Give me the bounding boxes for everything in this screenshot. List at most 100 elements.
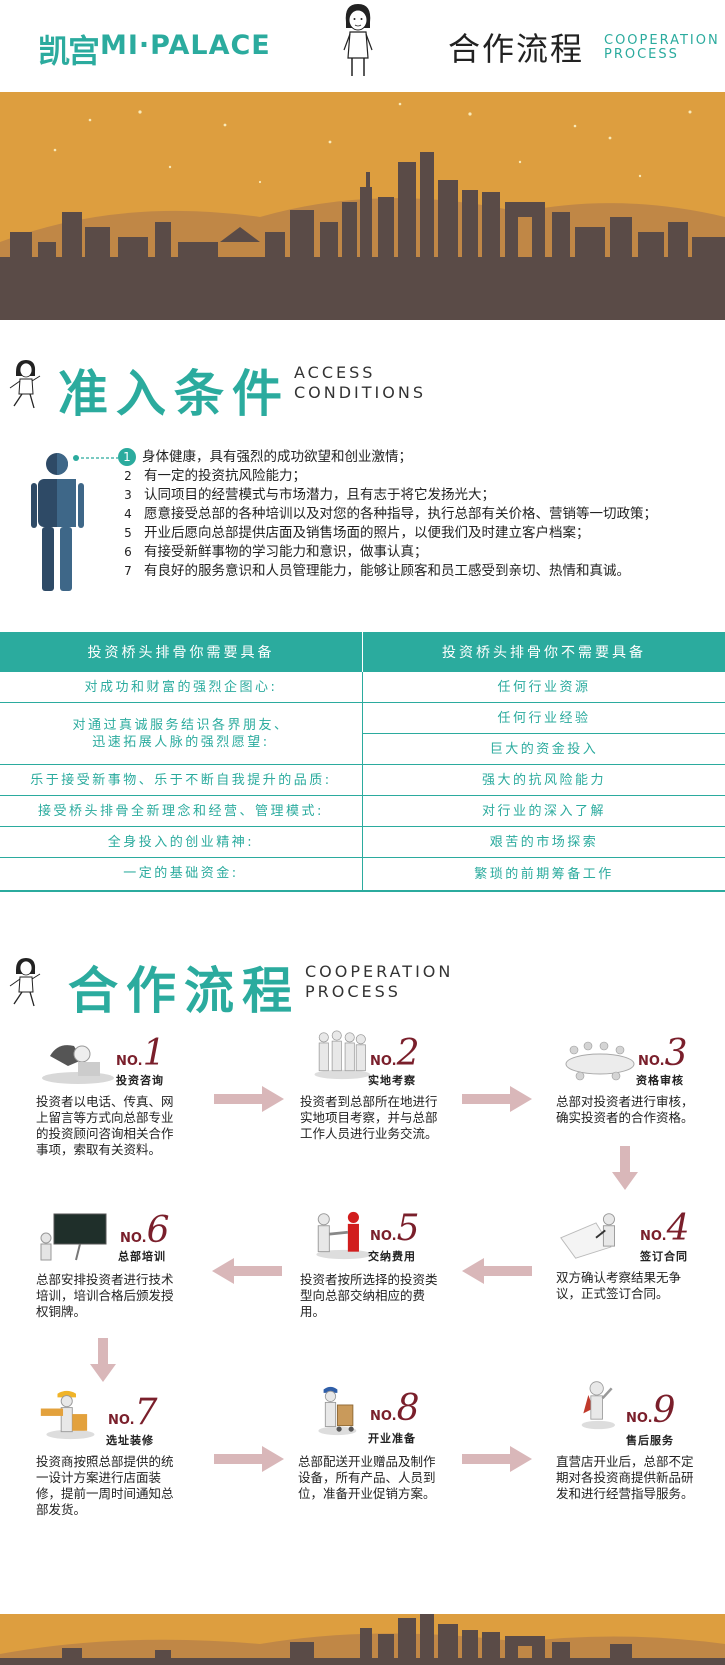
header-subtitle: COOPERATION PROCESS: [604, 34, 720, 62]
header-subtitle-line1: COOPERATION: [604, 33, 720, 48]
step-no-prefix: NO.: [370, 1054, 397, 1069]
step-label: 资格审核: [636, 1074, 684, 1087]
process-subtitle-line1: COOPERATION: [305, 962, 454, 981]
step-label: 投资咨询: [116, 1074, 164, 1087]
table-column-need: 对成功和财富的强烈企图心: 对通过真诚服务结识各界朋友、 迅速拓展人脉的强烈愿望…: [0, 672, 363, 890]
condition-text: 开业后愿向总部提供店面及销售场面的照片，以便我们及时建立客户档案；: [144, 525, 590, 541]
access-title: 准入条件: [58, 365, 290, 423]
process-subtitle-line2: PROCESS: [305, 982, 401, 1001]
step-number-value: 5: [396, 1208, 420, 1249]
table-header: 投资桥头排骨你需要具备 投资桥头排骨你不需要具备: [0, 632, 725, 672]
step-description: 投资者到总部所在地进行实地项目考察，并与总部工作人员进行业务交流。: [300, 1094, 438, 1141]
step-label: 选址装修: [106, 1434, 154, 1447]
blackboard-training-icon: [40, 1213, 107, 1261]
process-subtitle: COOPERATION PROCESS: [305, 962, 453, 1002]
condition-item: 5 开业后愿向总部提供店面及销售场面的照片，以便我们及时建立客户档案；: [118, 524, 718, 543]
superhero-service-icon: [581, 1381, 615, 1430]
step-description: 总部安排投资者进行技术培训，培训合格后颁发授权铜牌。: [36, 1272, 174, 1319]
cartoon-girl-running-icon: [9, 958, 41, 1007]
access-subtitle-line1: ACCESS: [294, 363, 376, 382]
step-number: NO.1: [116, 1033, 166, 1074]
step-description: 投资者按所选择的投资类型向总部交纳相应的费用。: [300, 1272, 438, 1319]
step-description: 总部配送开业赠品及制作设备，所有产品、人员到位，准备开业促销方案。: [298, 1454, 436, 1501]
step-no-prefix: NO.: [640, 1229, 667, 1244]
handshake-icon: [316, 1211, 372, 1260]
arrow-right-icon: [214, 1446, 284, 1472]
access-conditions-list: 1 身体健康，具有强烈的成功欲望和创业激情； 2 有一定的投资抗风险能力； 3 认同项…: [118, 448, 718, 581]
table-cell: 对成功和财富的强烈企图心:: [0, 672, 362, 703]
step-description: 双方确认考察结果无争议，正式签订合同。: [556, 1270, 682, 1301]
process-title: 合作流程: [68, 962, 300, 1020]
step-no-prefix: NO.: [120, 1231, 147, 1246]
step-number: NO.4: [640, 1208, 690, 1249]
step-number: NO.5: [370, 1208, 420, 1249]
page-header: 凯宫 MI·PALACE 合作流程 COOPERATION PROCESS: [0, 0, 725, 92]
step-description: 直营店开业后，总部不定期对各投资商提供新品研发和进行经营指导服务。: [556, 1454, 694, 1501]
table-cell: 对行业的深入了解: [363, 796, 725, 827]
requirements-table: 投资桥头排骨你需要具备 投资桥头排骨你不需要具备 对成功和财富的强烈企图心: 对…: [0, 632, 725, 892]
condition-item: 6 有接受新鲜事物的学习能力和意识，做事认真；: [118, 543, 718, 562]
condition-text: 有一定的投资抗风险能力；: [144, 468, 306, 484]
arrow-left-icon: [212, 1258, 282, 1284]
table-header-not-need: 投资桥头排骨你不需要具备: [442, 645, 646, 661]
header-subtitle-line2: PROCESS: [604, 47, 679, 62]
step-number: NO.2: [370, 1033, 420, 1074]
phone-consult-icon: [42, 1045, 114, 1084]
condition-number: 3: [124, 488, 132, 502]
step-label: 签订合同: [640, 1250, 688, 1263]
table-cell: 繁琐的前期筹备工作: [474, 866, 614, 882]
condition-number: 7: [124, 564, 132, 578]
step-number: NO.8: [370, 1388, 420, 1429]
table-cell: 一定的基础资金:: [123, 866, 239, 881]
step-description: 投资商按照总部提供的统一设计方案进行店面装修，提前一周时间通知总部发货。: [36, 1454, 174, 1517]
meeting-table-icon: [565, 1041, 635, 1081]
step-no-prefix: NO.: [638, 1054, 665, 1069]
arrow-right-icon: [462, 1086, 532, 1112]
team-visit-icon: [314, 1030, 371, 1080]
logo-english: MI·PALACE: [100, 30, 271, 61]
step-number-value: 9: [652, 1390, 676, 1431]
step-description: 总部对投资者进行审核，确实投资者的合作资格。: [556, 1094, 694, 1125]
header-title: 合作流程: [448, 30, 585, 68]
condition-number: 5: [124, 526, 132, 540]
condition-item: 1 身体健康，具有强烈的成功欲望和创业激情；: [118, 448, 718, 467]
table-cell: 巨大的资金投入: [363, 734, 725, 765]
condition-item: 2 有一定的投资抗风险能力；: [118, 467, 718, 486]
step-no-prefix: NO.: [626, 1411, 653, 1426]
cartoon-girl-running-icon: [9, 360, 41, 409]
access-subtitle: ACCESS CONDITIONS: [294, 363, 426, 403]
step-number-value: 7: [134, 1392, 158, 1433]
step-no-prefix: NO.: [108, 1413, 135, 1428]
table-cell: 艰苦的市场探索: [363, 827, 725, 858]
logo-chinese: 凯宫: [38, 32, 100, 70]
arrow-down-icon: [90, 1338, 116, 1382]
step-label: 开业准备: [368, 1432, 416, 1445]
step-no-prefix: NO.: [370, 1409, 397, 1424]
step-label: 售后服务: [626, 1434, 674, 1447]
delivery-cart-icon: [318, 1386, 357, 1436]
table-body: 对成功和财富的强烈企图心: 对通过真诚服务结识各界朋友、 迅速拓展人脉的强烈愿望…: [0, 672, 725, 892]
arrow-left-icon: [462, 1258, 532, 1284]
step-label: 总部培训: [118, 1250, 166, 1263]
condition-item: 4 愿意接受总部的各种培训以及对您的各种指导，执行总部有关价格、营销等一切政策；: [118, 505, 718, 524]
table-cell: 任何行业经验: [363, 703, 725, 734]
arrow-down-icon: [612, 1146, 638, 1190]
access-subtitle-line2: CONDITIONS: [294, 383, 426, 402]
person-silhouette-icon: [31, 453, 118, 591]
cartoon-girl-icon: [343, 4, 373, 76]
step-description: 投资者以电话、传真、网上留言等方式向总部专业的投资顾问咨询相关合作事项，索取有关…: [36, 1094, 174, 1157]
step-number: NO.3: [638, 1033, 688, 1074]
table-cell: 全身投入的创业精神:: [0, 827, 362, 858]
step-number: NO.7: [108, 1392, 158, 1433]
sign-contract-icon: [560, 1213, 615, 1259]
step-number: NO.6: [120, 1210, 170, 1251]
condition-number: 6: [124, 545, 132, 559]
condition-item: 7 有良好的服务意识和人员管理能力，能够让顾客和员工感受到亲切、热情和真诚。: [118, 562, 718, 581]
table-cell: 对通过真诚服务结识各界朋友、 迅速拓展人脉的强烈愿望:: [0, 703, 362, 765]
step-label: 交纳费用: [368, 1250, 416, 1263]
table-column-not-need: 任何行业资源 任何行业经验 巨大的资金投入 强大的抗风险能力 对行业的深入了解 …: [363, 672, 725, 890]
bottom-skyline-banner: [0, 1614, 725, 1665]
table-header-need: 投资桥头排骨你需要具备: [0, 632, 363, 672]
condition-text: 愿意接受总部的各种培训以及对您的各种指导，执行总部有关价格、营销等一切政策；: [144, 506, 657, 522]
table-cell: 接受桥头排骨全新理念和经营、管理模式:: [0, 796, 362, 827]
